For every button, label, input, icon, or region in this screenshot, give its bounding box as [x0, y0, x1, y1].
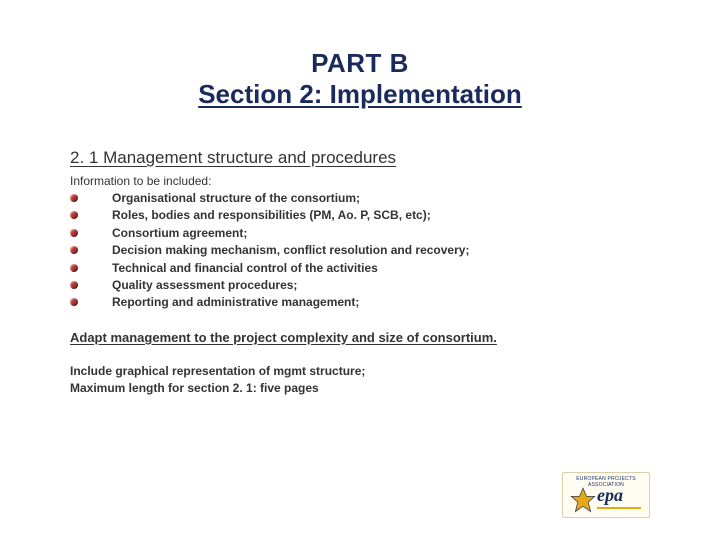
bullet-list: Organisational structure of the consorti…: [70, 190, 650, 312]
list-item: Roles, bodies and responsibilities (PM, …: [70, 207, 650, 224]
bullet-text: Consortium agreement;: [112, 225, 247, 242]
list-item: Decision making mechanism, conflict reso…: [70, 242, 650, 259]
list-item: Reporting and administrative management;: [70, 294, 650, 311]
bullet-text: Decision making mechanism, conflict reso…: [112, 242, 469, 259]
bullet-text: Roles, bodies and responsibilities (PM, …: [112, 207, 431, 224]
bullet-icon: [70, 281, 78, 289]
intro-line: Information to be included:: [70, 174, 650, 188]
bullet-text: Organisational structure of the consorti…: [112, 190, 360, 207]
logo: EUROPEAN PROJECTS ASSOCIATION epa: [562, 472, 650, 518]
section-heading: 2. 1 Management structure and procedures: [70, 148, 650, 168]
title-block: PART B Section 2: Implementation: [70, 48, 650, 110]
bullet-text: Technical and financial control of the a…: [112, 260, 378, 277]
bullet-icon: [70, 194, 78, 202]
list-item: Quality assessment procedures;: [70, 277, 650, 294]
bullet-icon: [70, 264, 78, 272]
note-block: Include graphical representation of mgmt…: [70, 363, 650, 397]
list-item: Organisational structure of the consorti…: [70, 190, 650, 207]
list-item: Technical and financial control of the a…: [70, 260, 650, 277]
bullet-icon: [70, 229, 78, 237]
bullet-text: Reporting and administrative management;: [112, 294, 359, 311]
logo-box: EUROPEAN PROJECTS ASSOCIATION epa: [562, 472, 650, 518]
adapt-line: Adapt management to the project complexi…: [70, 330, 650, 345]
list-item: Consortium agreement;: [70, 225, 650, 242]
bullet-icon: [70, 246, 78, 254]
logo-text: epa: [597, 485, 623, 506]
star-icon: [569, 487, 597, 515]
bullet-icon: [70, 211, 78, 219]
note-line: Maximum length for section 2. 1: five pa…: [70, 380, 650, 397]
bullet-text: Quality assessment procedures;: [112, 277, 297, 294]
title-main: PART B: [70, 48, 650, 79]
bullet-icon: [70, 298, 78, 306]
title-sub: Section 2: Implementation: [70, 79, 650, 110]
logo-underline: [597, 507, 641, 509]
note-line: Include graphical representation of mgmt…: [70, 363, 650, 380]
